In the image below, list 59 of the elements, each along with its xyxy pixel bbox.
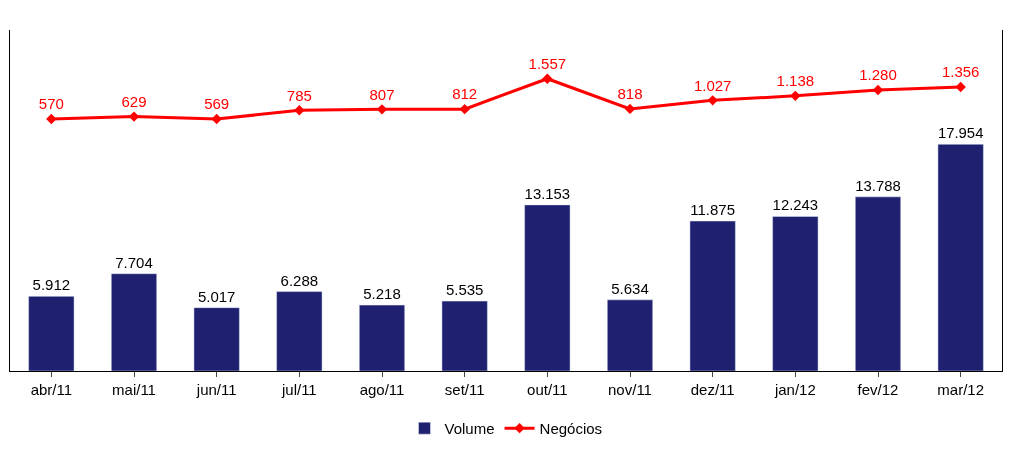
- data-label: 5.912: [32, 276, 71, 294]
- data-label: 5.218: [363, 285, 401, 303]
- x-tick-label: mai/11: [112, 381, 156, 398]
- data-label: 13.153: [524, 185, 571, 202]
- bar: [28, 296, 75, 371]
- data-label: 807: [369, 85, 395, 103]
- bar: [607, 299, 653, 371]
- x-tick-label: set/11: [444, 381, 485, 398]
- data-label: 570: [38, 95, 64, 113]
- data-label: 785: [286, 86, 312, 104]
- point: [955, 81, 966, 93]
- point: [542, 73, 553, 84]
- data-label: 13.788: [855, 177, 901, 194]
- x-tick-label: jan/12: [773, 381, 816, 398]
- data-label: 7.704: [115, 253, 153, 271]
- point: [707, 95, 718, 106]
- data-label: 1.356: [941, 63, 980, 81]
- bar: [441, 300, 488, 371]
- data-label: 11.875: [690, 201, 736, 219]
- bar: [111, 273, 157, 371]
- x-tick-label: nov/11: [608, 381, 652, 398]
- point: [128, 111, 140, 122]
- data-label: 5.535: [445, 281, 484, 299]
- point: [459, 103, 470, 115]
- data-label: 5.017: [197, 287, 236, 305]
- data-label: 12.243: [772, 197, 819, 214]
- bar: [772, 216, 819, 371]
- x-tick-label: jul/11: [280, 381, 317, 398]
- data-label: 1.557: [528, 54, 567, 72]
- data-label: 5.634: [611, 279, 649, 297]
- data-label: 1.027: [693, 76, 732, 94]
- data-label: 818: [617, 85, 643, 103]
- bar: [524, 204, 571, 371]
- x-tick-label: fev/12: [857, 381, 899, 398]
- x-tick-label: ago/11: [359, 381, 405, 398]
- bar: [937, 144, 984, 371]
- data-label: 629: [121, 92, 147, 110]
- x-tick-label: abr/11: [30, 381, 73, 398]
- data-label: 1.138: [776, 72, 815, 90]
- point: [211, 113, 222, 125]
- point: [46, 113, 57, 125]
- point: [294, 105, 305, 116]
- x-tick-label: mar/12: [937, 381, 985, 398]
- bar: [359, 304, 405, 371]
- legend-label: Negócios: [539, 420, 603, 438]
- data-label: 1.280: [859, 66, 897, 84]
- data-label: 569: [204, 95, 230, 113]
- x-tick-label: out/11: [527, 381, 568, 398]
- data-label: 6.288: [280, 271, 319, 289]
- bar: [855, 196, 901, 371]
- x-tick-label: dez/11: [690, 381, 735, 398]
- legend-label: Volume: [444, 420, 495, 438]
- bar: [193, 307, 240, 371]
- bar: [689, 220, 736, 371]
- data-label: 17.954: [937, 125, 984, 142]
- point: [790, 90, 801, 102]
- data-label: 812: [452, 85, 478, 103]
- x-tick-label: jun/11: [195, 381, 237, 398]
- bar: [276, 291, 323, 371]
